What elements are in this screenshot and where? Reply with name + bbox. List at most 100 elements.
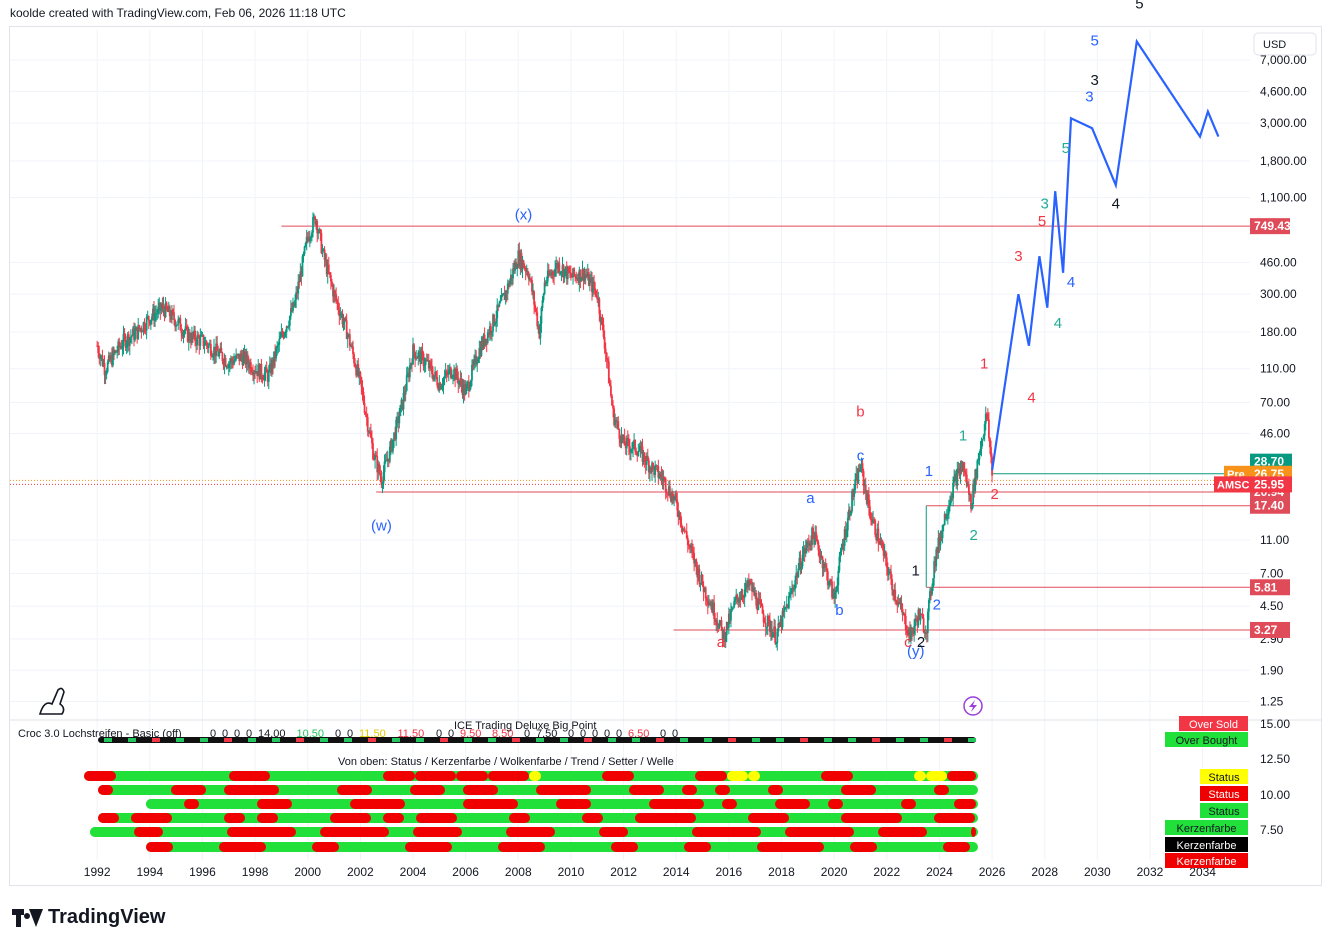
candlestick-series[interactable] [96,212,993,651]
y-tick-label: 11.00 [1260,533,1289,547]
candle-body [922,618,925,633]
candle-body [824,563,827,568]
candle-body [530,278,532,280]
candle-body [780,619,783,628]
candle-body [274,351,276,359]
candle-body [465,384,468,389]
candle-body [575,275,578,279]
candle-body [149,319,152,325]
signal-strip-segment [634,771,695,781]
candle-body [433,375,435,380]
candle-body [127,334,130,346]
candle-body [705,598,708,601]
candle-body [834,592,837,599]
y-tick-label: 7.00 [1260,566,1284,580]
croc-band-dot [416,738,424,742]
candle-body [287,325,290,327]
candle-body [625,437,628,449]
candle-body [870,517,872,521]
candle-body [445,371,448,373]
y-tick-label: 1.90 [1260,663,1284,677]
candle-body [958,468,961,476]
candle-body [876,528,879,541]
candle-body [553,274,555,276]
signal-strip-segment [312,842,339,852]
candle-body [255,371,258,374]
indicator-axis-tick: 10.00 [1260,788,1290,802]
candle-body [468,387,471,391]
signal-strip-segment [389,827,413,837]
candle-body [906,633,909,636]
candle-body [229,358,232,363]
candle-body [165,302,168,309]
signal-strip-segment [591,799,649,809]
candle-body [923,632,926,634]
signal-strip-segment [257,799,292,809]
croc-band-dot [824,738,832,742]
candle-body [844,529,847,538]
signal-strip-segment [943,842,970,852]
candle-body [867,494,870,507]
candle-body [248,362,251,369]
candle-body [642,452,645,462]
candle-body [505,291,508,294]
candle-body [952,482,955,499]
candle-body [910,627,912,641]
candle-body [331,281,333,286]
candle-body [192,332,194,337]
signal-strip-segment [730,785,768,795]
currency-button[interactable] [1253,32,1317,56]
croc-band-dot [968,738,976,742]
candle-body [238,353,241,362]
candle-body [774,626,777,644]
candle-body [137,325,140,339]
candle-body [233,360,235,365]
candle-body [455,368,458,380]
level-price-tag [1250,579,1290,596]
candle-body [713,602,716,619]
candle-body [354,363,357,368]
candle-body [973,483,976,492]
candle-body [670,496,672,502]
signal-strip-segment [410,785,445,795]
candle-body [209,343,212,356]
candle-body [381,483,384,485]
candle-body [738,599,741,603]
croc-band-dot [680,738,688,742]
signal-strip-segment [629,785,664,795]
signal-strip-segment [536,785,591,795]
candle-body [877,528,880,544]
candle-body [301,256,304,277]
signal-strip-segment [914,771,926,781]
signal-strip-segment [628,827,692,837]
wave-label: 2 [933,597,941,614]
candle-body [750,582,752,584]
candle-body [179,318,182,331]
candle-body [600,317,603,323]
candle-body [857,468,860,484]
candle-body [646,455,649,461]
candle-body [865,492,868,504]
candle-body [756,605,759,610]
candle-body [315,221,318,225]
candle-body [302,253,305,257]
candle-body [966,484,969,487]
candle-body [700,574,703,583]
candle-body [211,355,213,357]
signal-strip-segment [748,771,760,781]
wave-label: 1 [912,563,920,580]
candle-body [716,620,719,626]
candle-body [913,626,916,634]
candle-body [511,274,513,279]
elliott-projection-path[interactable] [991,38,1220,471]
candle-body [890,571,892,580]
candle-body [394,432,397,440]
candle-body [456,368,459,378]
tradingview-logo[interactable]: TradingView [12,906,165,929]
croc-band-dot [776,738,784,742]
candle-body [442,378,445,386]
candle-body [637,451,640,456]
croc-band-dot [752,738,760,742]
candle-body [305,236,308,243]
